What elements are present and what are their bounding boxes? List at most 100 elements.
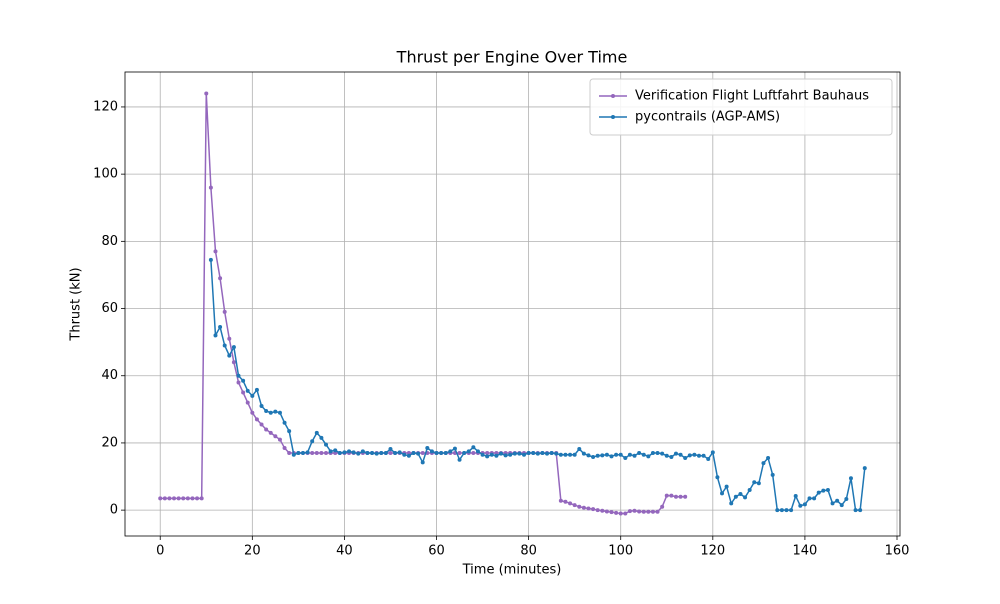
data-point xyxy=(259,403,264,408)
data-point xyxy=(563,452,568,457)
data-point xyxy=(770,472,775,477)
data-point xyxy=(655,509,660,514)
x-tick-label: 100 xyxy=(608,544,633,559)
data-point xyxy=(222,309,227,314)
data-point xyxy=(208,185,213,190)
y-tick-label: 40 xyxy=(101,368,118,383)
data-point xyxy=(250,393,255,398)
data-point xyxy=(268,430,273,435)
data-point xyxy=(347,449,352,454)
data-point xyxy=(167,496,172,501)
data-point xyxy=(687,453,692,458)
data-point xyxy=(577,446,582,451)
data-point xyxy=(208,257,213,262)
data-point xyxy=(218,325,223,330)
data-point xyxy=(577,504,582,509)
data-point xyxy=(305,450,310,455)
legend-marker xyxy=(611,115,615,119)
data-point xyxy=(319,451,324,456)
data-point xyxy=(646,454,651,459)
data-point xyxy=(637,451,642,456)
data-point xyxy=(475,449,480,454)
data-point xyxy=(710,450,715,455)
data-point xyxy=(250,410,255,415)
data-point xyxy=(825,487,830,492)
data-point xyxy=(158,496,163,501)
data-point xyxy=(374,451,379,456)
data-point xyxy=(646,509,651,514)
data-point xyxy=(696,453,701,458)
data-point xyxy=(756,481,761,486)
data-point xyxy=(388,451,393,456)
data-point xyxy=(268,410,273,415)
data-point xyxy=(254,387,259,392)
data-point xyxy=(471,451,476,456)
data-point xyxy=(650,509,655,514)
data-point xyxy=(328,449,333,454)
data-point xyxy=(766,456,771,461)
data-point xyxy=(291,452,296,457)
data-point xyxy=(190,496,195,501)
data-point xyxy=(591,507,596,512)
data-point xyxy=(411,451,416,456)
data-point xyxy=(448,449,453,454)
data-point xyxy=(558,498,563,503)
data-point xyxy=(632,453,637,458)
data-point xyxy=(807,496,812,501)
data-point xyxy=(747,487,752,492)
data-point xyxy=(591,455,596,460)
data-point xyxy=(310,451,315,456)
data-point xyxy=(743,495,748,500)
data-point xyxy=(531,451,536,456)
data-point xyxy=(586,506,591,511)
data-point xyxy=(535,451,540,456)
data-point xyxy=(784,508,789,513)
data-point xyxy=(545,451,550,456)
y-tick-label: 20 xyxy=(101,435,118,450)
data-point xyxy=(300,451,305,456)
data-point xyxy=(489,452,494,457)
data-point xyxy=(761,461,766,466)
data-point xyxy=(512,451,517,456)
data-point xyxy=(480,452,485,457)
legend-label: Verification Flight Luftfahrt Bauhaus xyxy=(635,89,869,104)
x-tick-label: 140 xyxy=(792,544,817,559)
data-point xyxy=(462,451,467,456)
data-point xyxy=(277,437,282,442)
data-point xyxy=(324,442,329,447)
data-point xyxy=(485,451,490,456)
data-point xyxy=(287,429,292,434)
data-point xyxy=(678,494,683,499)
data-point xyxy=(724,484,729,489)
data-point xyxy=(522,452,527,457)
data-point xyxy=(683,494,688,499)
data-point xyxy=(830,501,835,506)
data-point xyxy=(365,451,370,456)
data-point xyxy=(231,345,236,350)
data-point xyxy=(706,457,711,462)
data-point xyxy=(517,451,522,456)
x-axis-label: Time (minutes) xyxy=(462,563,562,578)
data-point xyxy=(600,453,605,458)
data-point xyxy=(848,476,853,481)
data-point xyxy=(623,511,628,516)
data-point xyxy=(213,249,218,254)
y-tick-label: 0 xyxy=(110,503,118,518)
data-point xyxy=(563,499,568,504)
data-point xyxy=(558,452,563,457)
data-point xyxy=(185,496,190,501)
data-point xyxy=(568,501,573,506)
data-point xyxy=(549,451,554,456)
data-point xyxy=(572,503,577,508)
data-point xyxy=(664,493,669,498)
data-point xyxy=(729,501,734,506)
data-point xyxy=(853,508,858,513)
data-point xyxy=(195,496,200,501)
data-point xyxy=(162,496,167,501)
data-point xyxy=(333,448,338,453)
data-point xyxy=(282,445,287,450)
data-point xyxy=(669,455,674,460)
data-point xyxy=(241,390,246,395)
data-point xyxy=(199,496,204,501)
data-point xyxy=(627,452,632,457)
